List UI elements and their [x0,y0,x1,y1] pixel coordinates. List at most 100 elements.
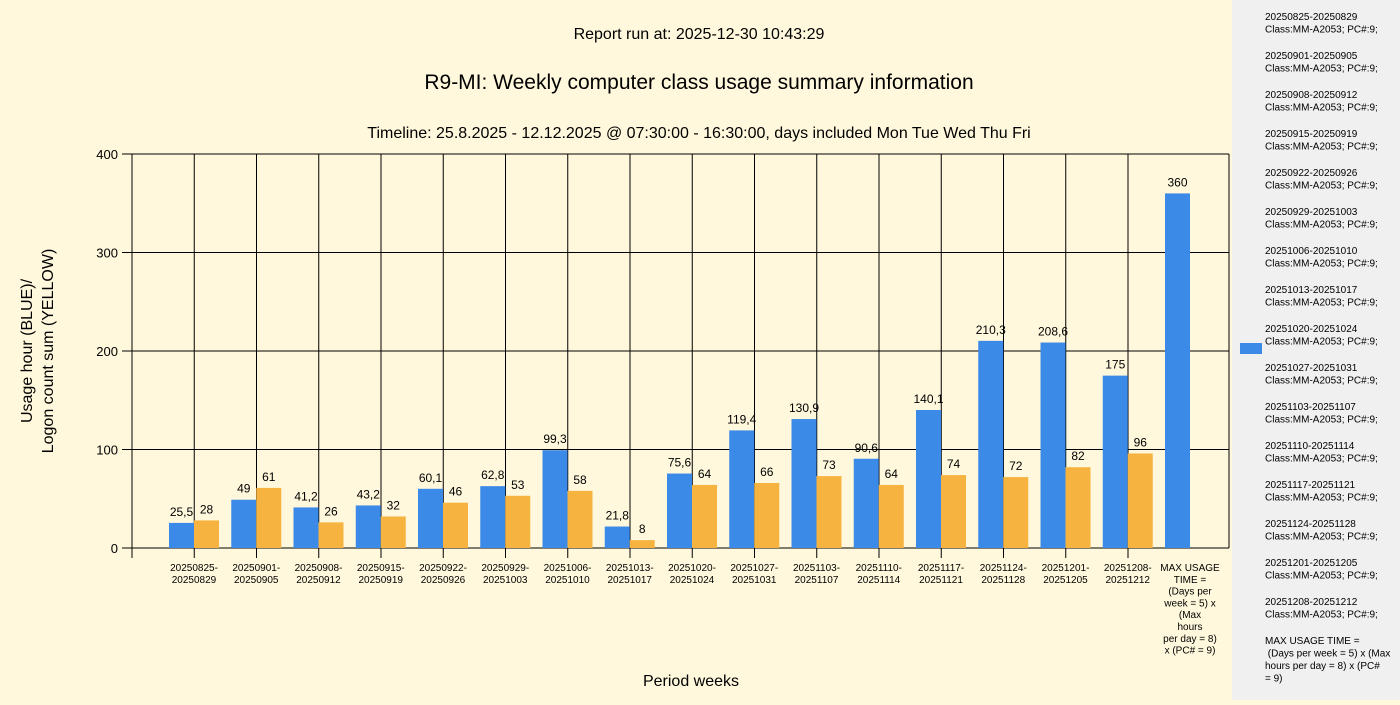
x-tick-label: 20250901-20250905 [232,563,280,586]
legend-item-text: 20251027-20251031 Class:MM-A2053; PC#:9; [1265,363,1378,387]
usage-hour-bar [604,526,630,548]
bar-value-label: 208,6 [1038,325,1068,339]
logon-count-bar [505,495,531,548]
bar-value-label: 28 [200,502,214,516]
bar-value-label: 46 [449,485,463,499]
bar-value-label: 75,6 [668,456,692,470]
y-tick-label: 0 [111,541,118,556]
labels-layer: 25,5 49 41,2 43,2 60,1 62,8 99,3 21,8 75,6 119,4 1… [170,175,1188,536]
bar-value-label: 82 [1071,449,1085,463]
bar-value-label: 49 [237,482,251,496]
y-tick-label: 300 [96,246,118,261]
y-tick-label: 200 [96,344,118,359]
legend-item-text: 20250901-20250905 Class:MM-A2053; PC#:9; [1265,51,1378,75]
legend-item-text: 20251201-20251205 Class:MM-A2053; PC#:9; [1265,558,1378,582]
axis-layer: 0 100 200 300 400 20250825-20250829 20250901-2… [96,147,1220,657]
y-axis-label-line: Logon count sum (YELLOW) [40,249,57,454]
logon-count-bar [194,520,219,548]
timeline-text: Timeline: 25.8.2025 - 12.12.2025 @ 07:30… [367,125,1030,142]
usage-hour-bar [1102,375,1128,548]
bar-value-label: 60,1 [419,471,443,485]
usage-hour-bar [853,458,879,548]
bar-value-label: 58 [573,473,587,487]
x-tick-label: MAX USAGE TIME = (Days per week = 5) x (Max h… [1160,563,1220,657]
legend-item-text: 20251117-20251121 Class:MM-A2053; PC#:9; [1265,480,1378,504]
legend-panel: 20250825-20250829 Class:MM-A2053; PC#:9; 2… [1232,0,1400,700]
logon-count-bar [1003,477,1029,548]
logon-count-bar [318,522,344,548]
legend-item-text: 20251124-20251128 Class:MM-A2053; PC#:9; [1265,519,1378,543]
bar-value-label: 360 [1167,175,1187,189]
bar-value-label: 21,8 [606,509,630,523]
x-tick-label: 20251013-20251017 [606,563,654,586]
bar-value-label: 210,3 [976,323,1006,337]
logon-count-bar [1065,467,1091,548]
x-tick-label: 20250825-20250829 [170,563,218,586]
bar-value-label: 99,3 [543,432,567,446]
usage-hour-bar [355,505,381,548]
report-run-text: Report run at: 2025-12-30 10:43:29 [574,26,825,43]
legend-item-text: 20250922-20250926 Class:MM-A2053; PC#:9; [1265,168,1378,192]
usage-hour-bar [169,522,194,548]
bar-value-label: 73 [822,458,836,472]
legend-svg: 20250825-20250829 Class:MM-A2053; PC#:9; 2… [1240,12,1390,685]
logon-count-bar [816,476,842,548]
x-tick-label: 20251027-20251031 [730,563,778,586]
usage-hour-bar [542,450,568,548]
legend-item-text: 20251110-20251114 Class:MM-A2053; PC#:9; [1265,441,1378,465]
legend-item-text: 20251013-20251017 Class:MM-A2053; PC#:9; [1265,285,1378,309]
x-tick-label: 20251117-20251121 [918,563,964,586]
x-tick-label: 20251006-20251010 [544,563,592,586]
bar-value-label: 130,9 [789,401,819,415]
chart-area: Report run at: 2025-12-30 10:43:29 R9-MI… [19,26,1230,690]
x-tick-label: 20251020-20251024 [668,563,716,586]
legend-item-text: 20250915-20250919 Class:MM-A2053; PC#:9; [1265,129,1378,153]
bar-value-label: 72 [1009,459,1023,473]
legend-item-text: 20250825-20250829 Class:MM-A2053; PC#:9; [1265,12,1378,36]
bar-value-label: 96 [1134,435,1148,449]
usage-hour-bar [729,430,755,548]
usage-hour-bar [418,488,443,548]
bar-value-label: 53 [511,478,525,492]
x-tick-label: 20251110-20251114 [856,563,902,586]
x-axis-label: Period weeks [643,673,739,690]
bar-value-label: 25,5 [170,505,194,519]
logon-count-bar [380,516,406,548]
bar-value-label: 8 [639,522,646,536]
legend-item-text: MAX USAGE TIME = (Days per week = 5) x (… [1265,636,1390,685]
bar-value-label: 62,8 [481,468,505,482]
legend-swatch [1240,343,1262,354]
bar-value-label: 43,2 [357,487,381,501]
x-tick-label: 20250929-20251003 [481,563,529,586]
logon-count-bar [692,484,717,548]
bar-value-label: 74 [947,457,961,471]
usage-hour-bar [1165,193,1190,548]
x-tick-label: 20250908-20250912 [295,563,343,586]
y-tick-label: 100 [96,443,118,458]
legend-item-text: 20251208-20251212 Class:MM-A2053; PC#:9; [1265,597,1378,621]
logon-count-bar [443,502,468,548]
logon-count-bar [878,484,904,548]
chart-svg: Report run at: 2025-12-30 10:43:29 R9-MI… [19,26,1230,690]
x-tick-label: 20250915-20250919 [357,563,405,586]
usage-hour-bar [231,499,257,548]
y-axis-label-line: Usage hour (BLUE)/ [19,278,36,423]
logon-count-bar [567,490,593,548]
usage-hour-bar [667,473,692,548]
bar-value-label: 61 [262,470,276,484]
usage-hour-bar [1040,342,1066,548]
usage-hour-bar [978,340,1004,548]
logon-count-bar [629,540,655,548]
x-tick-label: 20251103-20251107 [793,563,840,586]
bar-value-label: 32 [387,498,401,512]
bars-layer [169,193,1190,548]
y-tick-label: 400 [96,147,118,162]
usage-hour-bar [480,486,506,548]
logon-count-bar [1127,453,1153,548]
legend-item-text: 20251020-20251024 Class:MM-A2053; PC#:9; [1265,324,1378,348]
x-tick-label: 20251201-20251205 [1042,563,1090,586]
logon-count-bar [754,482,780,548]
usage-hour-bar [791,419,817,548]
bar-value-label: 175 [1105,358,1125,372]
bar-value-label: 64 [698,467,712,481]
